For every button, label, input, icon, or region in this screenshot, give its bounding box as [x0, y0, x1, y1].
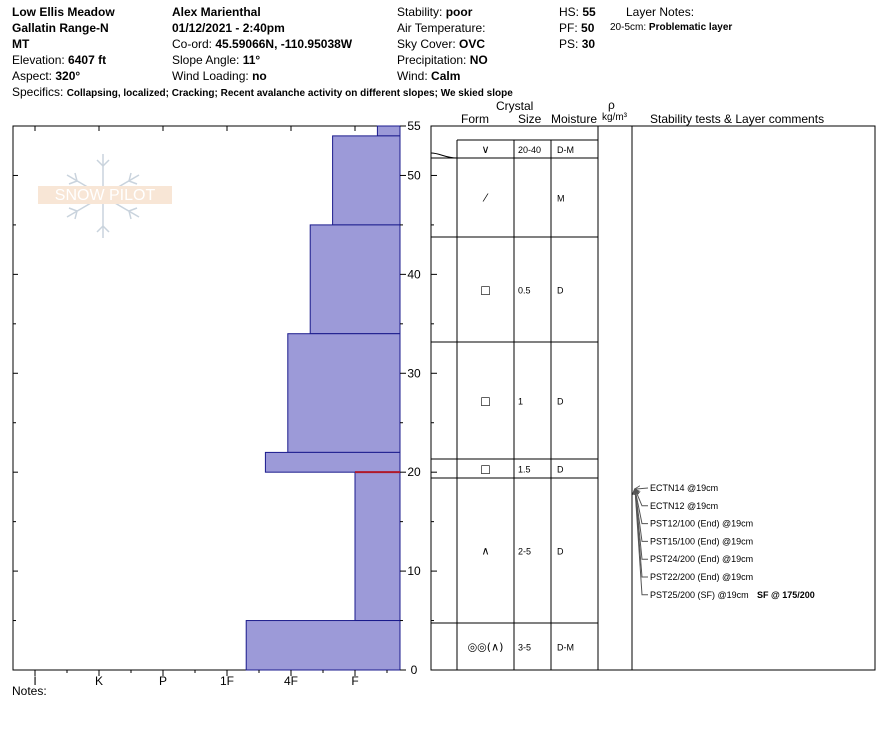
- ps-value: PS: 30: [559, 37, 596, 51]
- test-leader-line: [635, 489, 648, 525]
- stability-test-text: ECTN12 @19cm: [650, 501, 718, 511]
- crystal-form: ◎◎(∧): [468, 641, 504, 654]
- hardness-label: I: [33, 674, 36, 688]
- coordinates: Co-ord: 45.59066N, -110.95038W: [172, 37, 353, 51]
- y-tick-label: 30: [407, 366, 421, 380]
- hardness-label: 4F: [284, 674, 298, 688]
- y-tick-label: 0: [411, 663, 418, 677]
- crystal-form: ∧: [481, 545, 489, 558]
- crystal-size: 2-5: [518, 547, 531, 557]
- crystal-size: 0.5: [518, 286, 531, 296]
- size-header: Size: [518, 112, 542, 126]
- slope-angle: Slope Angle: 11°: [172, 53, 261, 67]
- wind: Wind: Calm: [397, 69, 461, 83]
- stability: Stability: poor: [397, 5, 473, 19]
- crystal-form: □: [480, 284, 490, 297]
- hs-value: HS: 55: [559, 5, 596, 19]
- comments-header: Stability tests & Layer comments: [650, 112, 825, 126]
- notes-label: Notes:: [12, 684, 47, 698]
- form-header: Form: [461, 112, 489, 126]
- moisture-header: Moisture: [551, 112, 598, 126]
- hardness-label: K: [95, 674, 103, 688]
- crystal-size: 1.5: [518, 465, 531, 475]
- location-name: Low Ellis Meadow: [12, 5, 115, 19]
- range-name: Gallatin Range-N: [12, 21, 109, 35]
- test-leader-line: [635, 489, 648, 542]
- crystal-size: 1: [518, 397, 523, 407]
- wind-loading: Wind Loading: no: [172, 69, 267, 83]
- stability-test-text: PST12/100 (End) @19cm: [650, 519, 753, 529]
- crystal-size: 3-5: [518, 643, 531, 653]
- layer-note: 20-5cm: Problematic layer: [610, 22, 733, 33]
- layer-connector: [430, 152, 458, 159]
- crystal-form: □: [480, 395, 490, 408]
- layer-moisture: D: [557, 286, 564, 296]
- stability-test-text: PST25/200 (SF) @19cm: [650, 590, 749, 600]
- hardness-label: 1F: [220, 674, 234, 688]
- hardness-bar: [287, 333, 401, 453]
- hardness-label: F: [351, 674, 358, 688]
- crystal-header: Crystal: [496, 99, 534, 113]
- layer-moisture: D: [557, 547, 564, 557]
- stability-test-text: PST15/100 (End) @19cm: [650, 536, 753, 546]
- test-leader-line: [635, 488, 649, 489]
- stability-test-extra: SF @ 175/200: [757, 590, 815, 600]
- snowpilot-watermark: SNOW PILOT: [38, 154, 172, 238]
- y-tick-label: 50: [407, 168, 421, 182]
- test-leader-line: [635, 489, 648, 596]
- crystal-form: □: [480, 463, 490, 476]
- stability-test-text: PST22/200 (End) @19cm: [650, 572, 753, 582]
- rho-header: ρ: [608, 98, 615, 112]
- stability-test-text: PST24/200 (End) @19cm: [650, 554, 753, 564]
- observer-name: Alex Marienthal: [172, 5, 261, 19]
- hardness-bar: [376, 125, 401, 137]
- svg-text:SNOW PILOT: SNOW PILOT: [55, 187, 156, 204]
- aspect: Aspect: 320°: [12, 69, 81, 83]
- observation-datetime: 01/12/2021 - 2:40pm: [172, 21, 285, 35]
- layer-notes-label: Layer Notes:: [626, 5, 695, 19]
- hardness-bar: [245, 620, 401, 671]
- layer-moisture: M: [557, 194, 565, 204]
- hardness-label: P: [159, 674, 167, 688]
- hardness-bar: [309, 224, 401, 335]
- air-temperature: Air Temperature:: [397, 21, 486, 35]
- crystal-form: ⁄: [482, 192, 489, 205]
- layer-moisture: D-M: [557, 145, 574, 155]
- crystal-form: ∨: [481, 143, 489, 156]
- hardness-bar: [354, 471, 401, 622]
- state-name: MT: [12, 37, 30, 51]
- layer-moisture: D: [557, 465, 564, 475]
- layer-moisture: D-M: [557, 643, 574, 653]
- crystal-size: 20-40: [518, 145, 541, 155]
- pf-value: PF: 50: [559, 21, 595, 35]
- hardness-bar: [264, 451, 401, 473]
- y-tick-label: 10: [407, 564, 421, 578]
- specifics: Specifics: Collapsing, localized; Cracki…: [12, 85, 513, 99]
- layer-moisture: D: [557, 397, 564, 407]
- sky-cover: Sky Cover: OVC: [397, 37, 486, 51]
- density-unit-header: kg/m³: [602, 112, 627, 123]
- hardness-bar: [332, 135, 401, 226]
- y-tick-label: 20: [407, 465, 421, 479]
- y-tick-label: 40: [407, 267, 421, 281]
- y-tick-label: 55: [407, 119, 421, 133]
- precipitation: Precipitation: NO: [397, 53, 488, 67]
- elevation: Elevation: 6407 ft: [12, 53, 107, 67]
- stability-test-text: ECTN14 @19cm: [650, 483, 718, 493]
